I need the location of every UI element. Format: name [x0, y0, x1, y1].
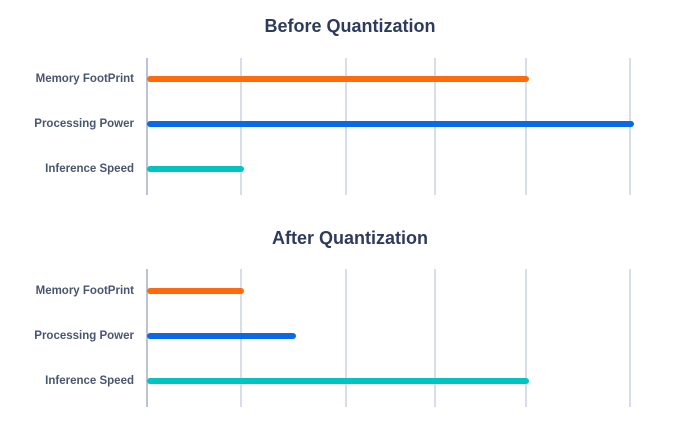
bar-processing-power [147, 121, 634, 127]
chart-title: Before Quantization [264, 16, 436, 36]
bar-inference-speed [147, 378, 529, 384]
chart-title: After Quantization [272, 228, 428, 248]
row-label-inference: Inference Speed [45, 163, 134, 175]
bar-processing-power [147, 333, 296, 339]
gridline [345, 269, 347, 407]
gridline [434, 269, 436, 407]
bar-memory-footprint [147, 76, 529, 82]
gridline [525, 269, 527, 407]
before-quantization-chart: Before Quantization Memory FootPrint Pro… [0, 0, 680, 215]
bar-memory-footprint [147, 288, 244, 294]
gridline [629, 269, 631, 407]
row-label-memory: Memory FootPrint [35, 285, 134, 297]
row-label-memory: Memory FootPrint [35, 73, 134, 85]
row-label-inference: Inference Speed [45, 375, 134, 387]
row-label-processing: Processing Power [34, 330, 134, 342]
row-label-processing: Processing Power [34, 118, 134, 130]
y-axis [146, 58, 148, 195]
bar-inference-speed [147, 166, 244, 172]
